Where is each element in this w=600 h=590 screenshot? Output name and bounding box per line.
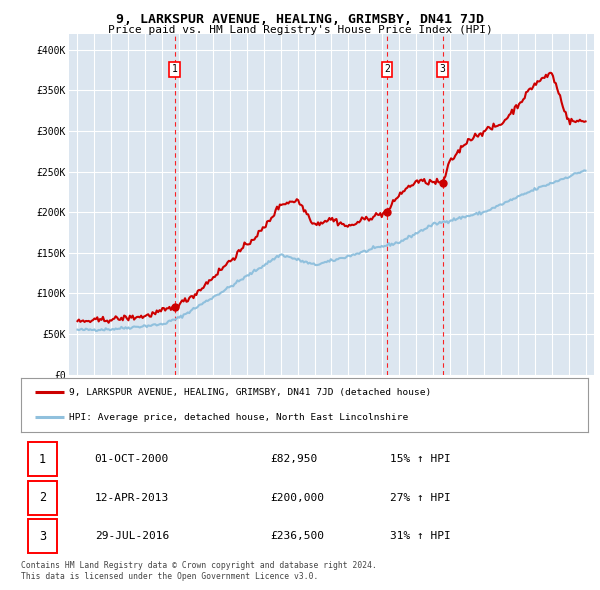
FancyBboxPatch shape	[28, 519, 57, 553]
Text: 3: 3	[39, 530, 46, 543]
Text: 2: 2	[384, 64, 390, 74]
Text: 29-JUL-2016: 29-JUL-2016	[95, 532, 169, 542]
Text: £200,000: £200,000	[271, 493, 325, 503]
Text: 01-OCT-2000: 01-OCT-2000	[95, 454, 169, 464]
Text: Contains HM Land Registry data © Crown copyright and database right 2024.: Contains HM Land Registry data © Crown c…	[21, 560, 377, 569]
Text: 2: 2	[39, 491, 46, 504]
Text: £236,500: £236,500	[271, 532, 325, 542]
Text: 1: 1	[39, 453, 46, 466]
Text: 1: 1	[172, 64, 178, 74]
Text: 3: 3	[440, 64, 446, 74]
Text: 27% ↑ HPI: 27% ↑ HPI	[389, 493, 450, 503]
Text: This data is licensed under the Open Government Licence v3.0.: This data is licensed under the Open Gov…	[21, 572, 319, 581]
Text: £82,950: £82,950	[271, 454, 318, 464]
Text: 12-APR-2013: 12-APR-2013	[95, 493, 169, 503]
Text: 15% ↑ HPI: 15% ↑ HPI	[389, 454, 450, 464]
Text: 31% ↑ HPI: 31% ↑ HPI	[389, 532, 450, 542]
Text: HPI: Average price, detached house, North East Lincolnshire: HPI: Average price, detached house, Nort…	[69, 413, 409, 422]
Text: 9, LARKSPUR AVENUE, HEALING, GRIMSBY, DN41 7JD (detached house): 9, LARKSPUR AVENUE, HEALING, GRIMSBY, DN…	[69, 388, 431, 396]
FancyBboxPatch shape	[28, 442, 57, 476]
FancyBboxPatch shape	[28, 481, 57, 514]
Text: 9, LARKSPUR AVENUE, HEALING, GRIMSBY, DN41 7JD: 9, LARKSPUR AVENUE, HEALING, GRIMSBY, DN…	[116, 13, 484, 26]
Text: Price paid vs. HM Land Registry's House Price Index (HPI): Price paid vs. HM Land Registry's House …	[107, 25, 493, 35]
